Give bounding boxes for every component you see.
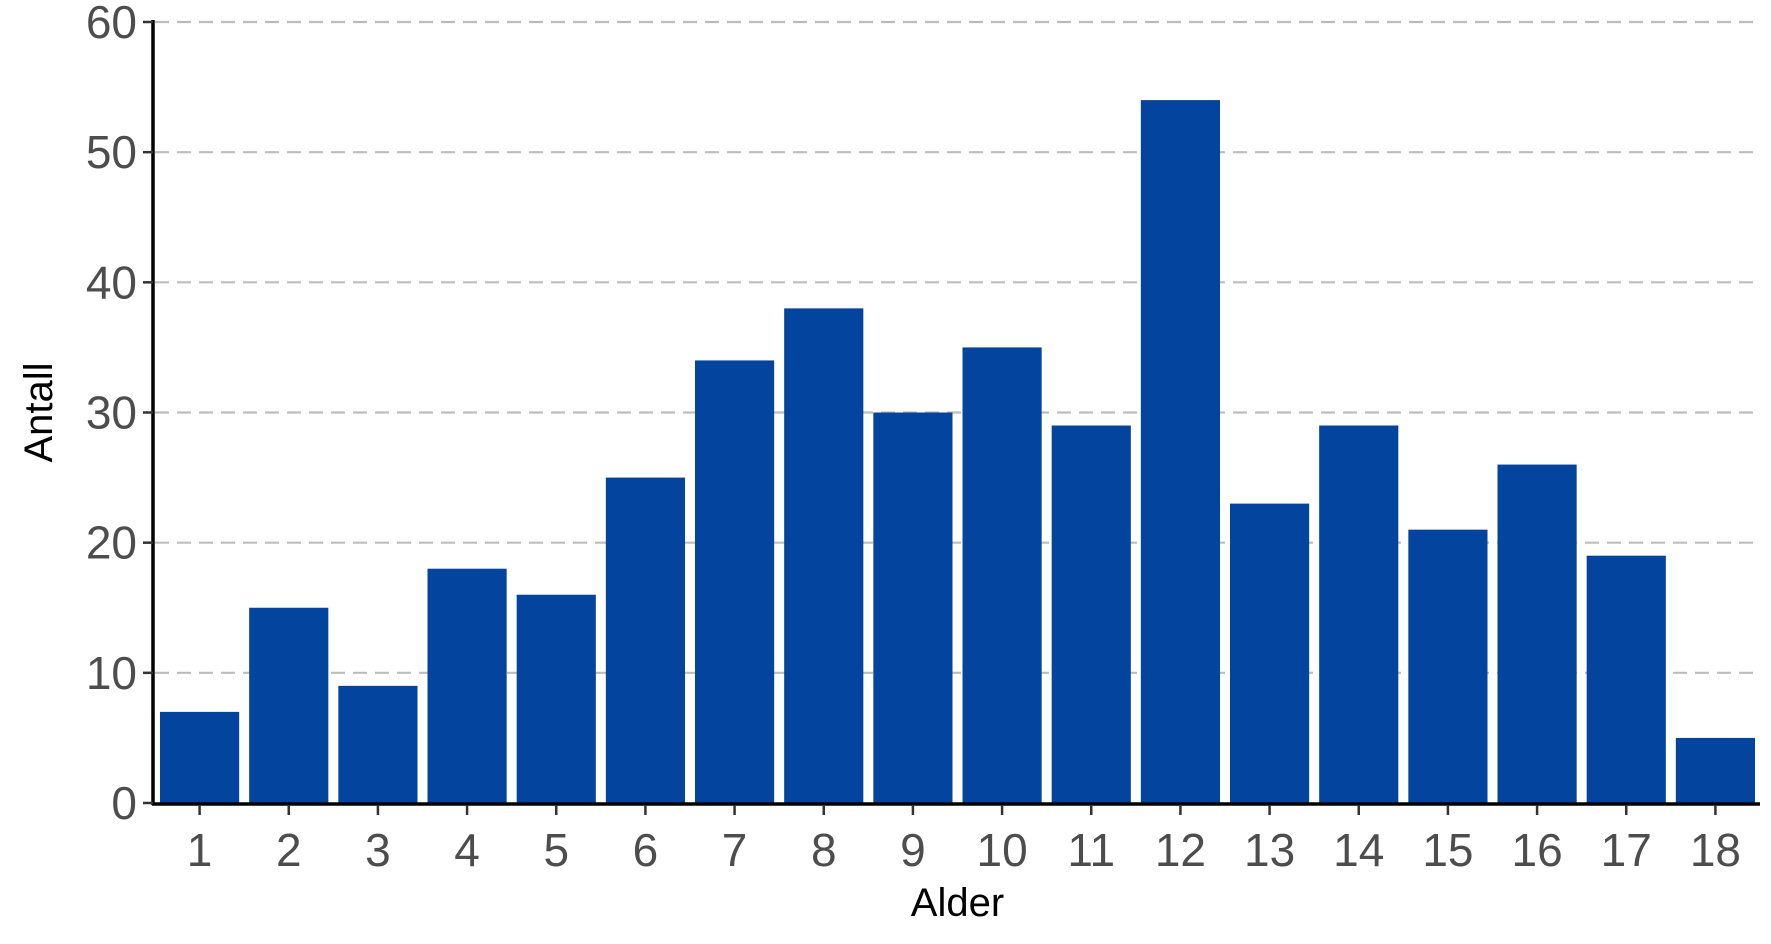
bar-13 [1230,503,1310,803]
x-tick-label: 5 [543,824,569,876]
x-axis-title: Alder [911,881,1004,925]
x-tick-label: 13 [1244,824,1295,876]
y-tick-label: 60 [86,0,137,48]
x-tick-label: 14 [1333,824,1384,876]
x-tick-label: 11 [1067,824,1115,876]
x-tick-label: 17 [1601,824,1652,876]
x-tick-label: 1 [187,824,213,876]
bar-11 [1051,425,1131,803]
x-tick-label: 8 [811,824,837,876]
x-tick-label: 4 [454,824,480,876]
bar-7 [695,360,775,803]
bar-2 [249,607,329,803]
x-tick-label: 7 [722,824,748,876]
y-tick-label: 30 [86,387,137,439]
x-axis-ticks: 1 2 3 4 5 6 7 8 9 10 11 12 13 14 15 16 17 18 [187,805,1741,876]
y-tick-label: 20 [86,517,137,569]
y-axis-title: Antall [17,362,61,462]
bars [160,100,1755,804]
y-tick-label: 10 [86,647,137,699]
bar-5 [516,594,596,803]
y-tick-label: 50 [86,126,137,178]
bar-1 [160,711,240,803]
x-tick-label: 16 [1511,824,1562,876]
bar-8 [784,308,864,803]
bar-10 [962,347,1042,803]
bar-9 [873,412,953,803]
bar-17 [1586,555,1666,803]
bar-3 [338,685,418,803]
x-tick-label: 6 [633,824,659,876]
x-tick-label: 2 [276,824,302,876]
y-tick-label: 0 [111,777,137,829]
gridlines [155,20,1760,674]
bar-4 [427,568,507,803]
x-tick-label: 15 [1422,824,1473,876]
x-tick-label: 3 [365,824,391,876]
x-tick-label: 10 [976,824,1027,876]
y-tick-label: 40 [86,256,137,308]
y-axis-ticks: 0 10 20 30 40 50 60 [86,0,153,829]
bar-16 [1497,464,1577,803]
x-tick-label: 12 [1155,824,1206,876]
bar-18 [1675,737,1755,803]
bar-6 [605,477,685,803]
x-tick-label: 18 [1690,824,1741,876]
bar-12 [1140,100,1220,804]
bar-15 [1408,529,1488,803]
bar-14 [1319,425,1399,803]
x-tick-label: 9 [900,824,926,876]
